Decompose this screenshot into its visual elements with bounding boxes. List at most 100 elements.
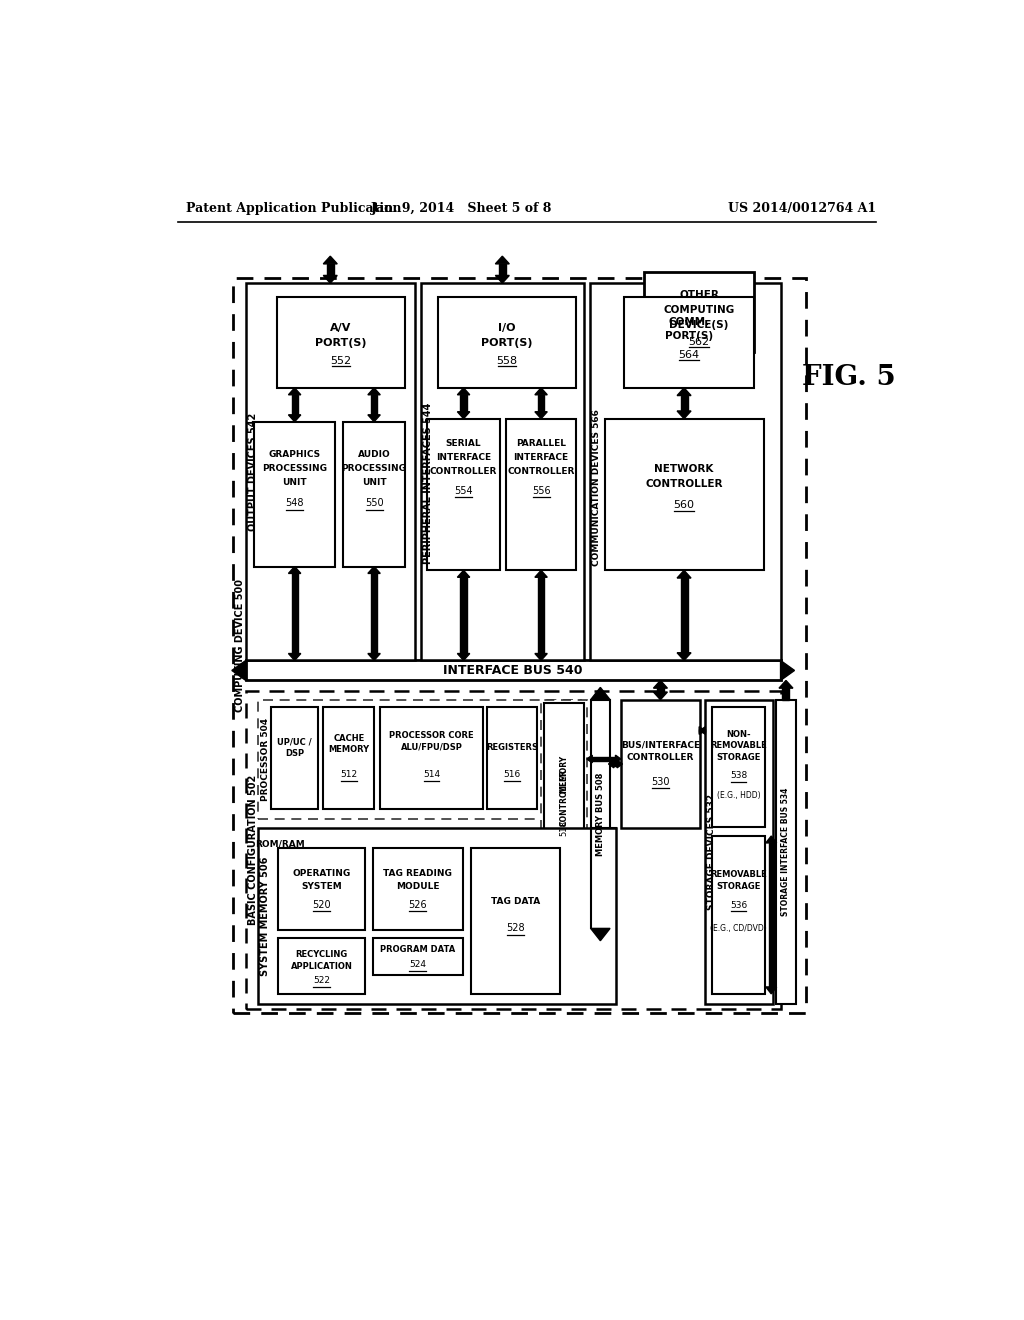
Text: COMM.: COMM. — [669, 317, 710, 326]
Text: COMPUTING: COMPUTING — [664, 305, 735, 315]
Polygon shape — [779, 681, 793, 688]
Polygon shape — [289, 414, 301, 422]
Polygon shape — [615, 755, 621, 763]
Polygon shape — [368, 388, 380, 395]
Polygon shape — [458, 412, 470, 418]
Text: 524: 524 — [410, 960, 426, 969]
FancyBboxPatch shape — [258, 700, 582, 818]
Polygon shape — [368, 414, 380, 422]
Text: 556: 556 — [531, 486, 550, 496]
Text: TAG READING: TAG READING — [383, 870, 453, 878]
Text: COMPUTING DEVICE 500: COMPUTING DEVICE 500 — [234, 579, 245, 711]
Text: SYSTEM MEMORY 506: SYSTEM MEMORY 506 — [260, 857, 270, 975]
Polygon shape — [780, 660, 795, 681]
Text: PORT(S): PORT(S) — [665, 331, 713, 342]
Text: UNIT: UNIT — [283, 478, 307, 487]
FancyBboxPatch shape — [590, 284, 780, 660]
Polygon shape — [292, 395, 298, 414]
Polygon shape — [538, 577, 544, 653]
Text: AUDIO: AUDIO — [357, 450, 390, 459]
Polygon shape — [681, 396, 687, 411]
Text: INTERFACE: INTERFACE — [513, 453, 568, 462]
FancyBboxPatch shape — [373, 937, 463, 974]
Text: REMOVABLE: REMOVABLE — [711, 870, 767, 879]
Polygon shape — [327, 264, 334, 276]
FancyBboxPatch shape — [246, 660, 780, 681]
Text: 564: 564 — [679, 350, 699, 360]
Text: 526: 526 — [409, 900, 427, 911]
FancyBboxPatch shape — [471, 849, 560, 994]
Polygon shape — [766, 836, 776, 843]
Text: SYSTEM: SYSTEM — [301, 882, 342, 891]
Polygon shape — [608, 760, 614, 768]
Text: INTERFACE: INTERFACE — [436, 453, 492, 462]
Text: TAG DATA: TAG DATA — [490, 898, 540, 906]
FancyBboxPatch shape — [254, 422, 335, 566]
Polygon shape — [458, 570, 470, 577]
Text: DSP: DSP — [285, 750, 304, 758]
Polygon shape — [700, 726, 706, 734]
Polygon shape — [699, 729, 706, 733]
FancyBboxPatch shape — [544, 702, 584, 886]
Text: 562: 562 — [688, 337, 710, 347]
Polygon shape — [677, 653, 691, 660]
Text: Jan. 9, 2014   Sheet 5 of 8: Jan. 9, 2014 Sheet 5 of 8 — [371, 202, 552, 215]
Text: 528: 528 — [506, 924, 525, 933]
Polygon shape — [653, 692, 668, 700]
FancyBboxPatch shape — [506, 418, 575, 570]
FancyBboxPatch shape — [246, 692, 780, 1010]
Text: CONTROLLER: CONTROLLER — [559, 768, 568, 826]
Polygon shape — [617, 760, 623, 768]
Polygon shape — [289, 388, 301, 395]
Text: STORAGE: STORAGE — [717, 752, 761, 762]
Text: RECYCLING: RECYCLING — [296, 950, 348, 960]
Polygon shape — [371, 395, 377, 414]
Text: COMMUNICATION DEVICES 566: COMMUNICATION DEVICES 566 — [592, 409, 601, 566]
Text: PARALLEL: PARALLEL — [516, 438, 566, 447]
Polygon shape — [371, 573, 377, 653]
Polygon shape — [592, 758, 615, 760]
Text: NON-: NON- — [726, 730, 751, 739]
FancyBboxPatch shape — [373, 849, 463, 929]
Text: 550: 550 — [365, 499, 383, 508]
Text: MEMORY: MEMORY — [559, 755, 568, 793]
Text: (E.G., CD/DVD): (E.G., CD/DVD) — [711, 924, 767, 933]
Text: CONTROLLER: CONTROLLER — [645, 479, 723, 490]
FancyBboxPatch shape — [421, 284, 584, 660]
FancyBboxPatch shape — [776, 700, 796, 1003]
Polygon shape — [653, 681, 668, 688]
FancyBboxPatch shape — [343, 422, 406, 566]
Text: BASIC CONFIGURATION 502: BASIC CONFIGURATION 502 — [248, 775, 258, 925]
FancyBboxPatch shape — [591, 700, 610, 928]
Text: DEVICE(S): DEVICE(S) — [670, 319, 729, 330]
Polygon shape — [289, 653, 301, 660]
Polygon shape — [591, 928, 610, 941]
FancyBboxPatch shape — [232, 277, 806, 1014]
Text: GRAPHICS: GRAPHICS — [268, 450, 321, 459]
Text: 554: 554 — [455, 486, 473, 496]
Text: 552: 552 — [331, 356, 351, 366]
Text: 548: 548 — [286, 499, 304, 508]
Polygon shape — [699, 726, 705, 734]
Text: MEMORY BUS 508: MEMORY BUS 508 — [596, 772, 605, 855]
FancyBboxPatch shape — [246, 284, 415, 660]
Text: 518: 518 — [559, 820, 568, 837]
Polygon shape — [677, 411, 691, 418]
FancyBboxPatch shape — [713, 708, 765, 826]
Polygon shape — [324, 276, 337, 284]
Polygon shape — [535, 653, 547, 660]
Text: 560: 560 — [674, 500, 694, 510]
Text: PORT(S): PORT(S) — [315, 338, 367, 348]
Text: UNIT: UNIT — [361, 478, 386, 487]
Polygon shape — [461, 395, 467, 412]
Polygon shape — [535, 570, 547, 577]
Text: MEMORY: MEMORY — [329, 746, 370, 754]
Polygon shape — [292, 573, 298, 653]
Polygon shape — [496, 276, 509, 284]
Text: 530: 530 — [651, 777, 670, 787]
Text: PORT(S): PORT(S) — [481, 338, 532, 348]
Polygon shape — [538, 395, 544, 412]
Polygon shape — [535, 412, 547, 418]
Text: US 2014/0012764 A1: US 2014/0012764 A1 — [728, 202, 877, 215]
FancyBboxPatch shape — [621, 700, 700, 829]
